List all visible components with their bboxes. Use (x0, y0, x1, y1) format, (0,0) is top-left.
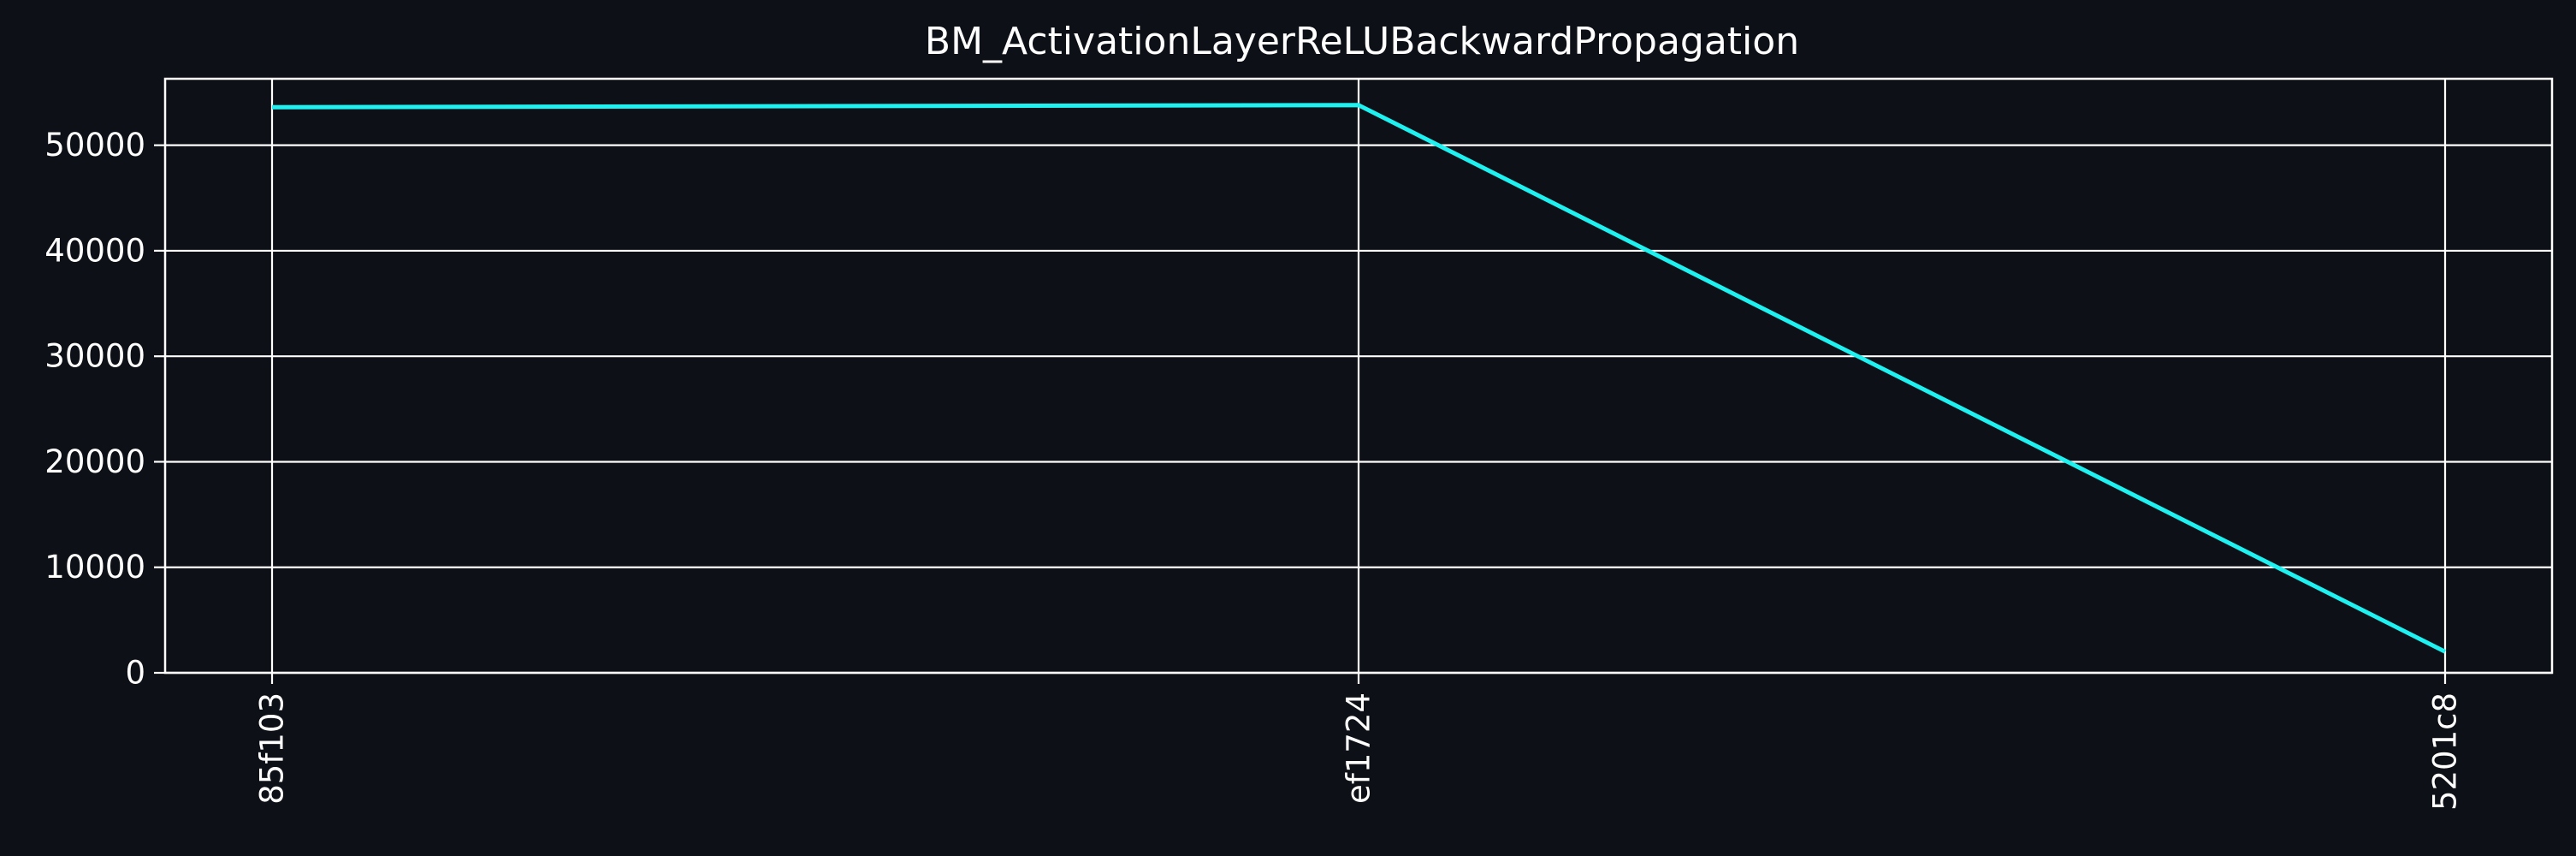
y-tick-label: 40000 (44, 232, 145, 269)
x-tick-label: 5201c8 (2427, 693, 2464, 811)
series-line (271, 103, 2447, 654)
x-axis: 85f103 ef1724 5201c8 (254, 673, 2464, 811)
y-tick-label: 0 (125, 655, 145, 692)
y-tick-label: 20000 (44, 443, 145, 480)
x-tick-label: ef1724 (1341, 693, 1377, 804)
y-axis: 0 10000 20000 30000 40000 50000 (44, 127, 165, 692)
y-tick-label: 10000 (44, 549, 145, 586)
y-tick-label: 50000 (44, 127, 145, 163)
y-tick-label: 30000 (44, 338, 145, 375)
x-tick-label: 85f103 (254, 693, 291, 805)
series-layer (271, 103, 2447, 654)
chart-title: BM_ActivationLayerReLUBackwardPropagatio… (925, 20, 1799, 63)
